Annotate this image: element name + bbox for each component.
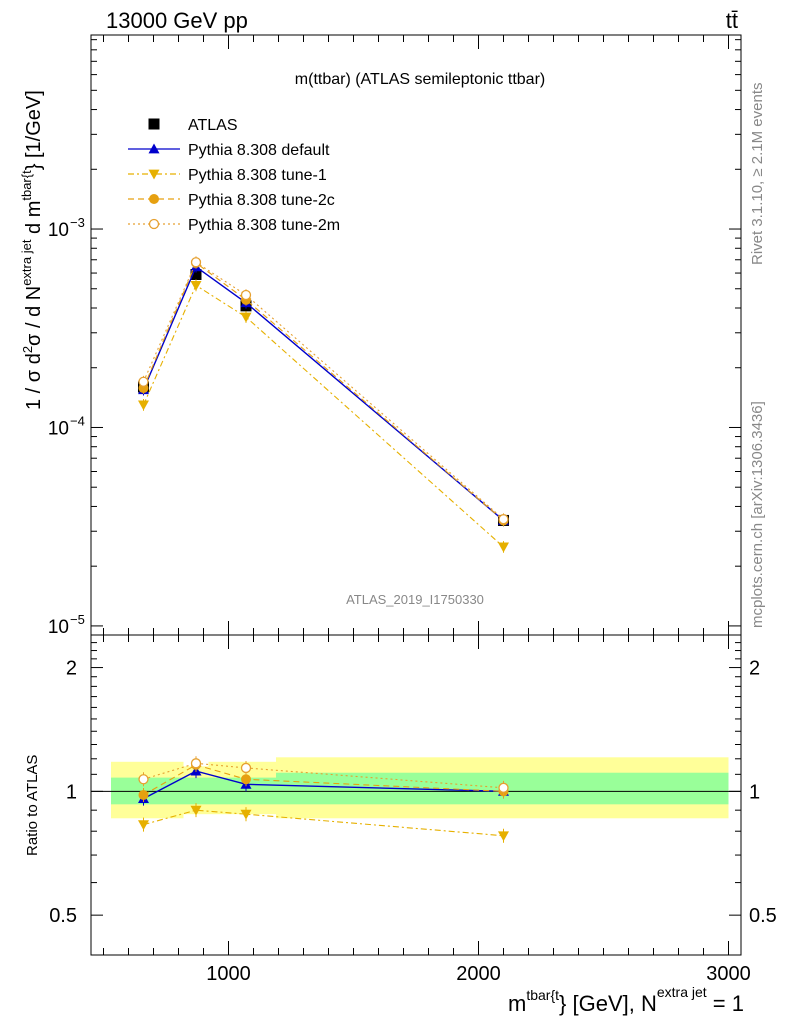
legend-marker — [148, 143, 160, 154]
process-label: 13000 GeV pp — [106, 8, 248, 33]
ratio-y-tick-label: 2 — [66, 658, 77, 680]
legend-label: Pythia 8.308 tune-2m — [188, 217, 340, 234]
ylabel-sup-extra-jet: extra jet — [19, 239, 34, 286]
ratio-point — [190, 758, 202, 769]
ratio-point — [138, 789, 149, 800]
analysis-watermark: ATLAS_2019_I1750330 — [346, 592, 484, 607]
y-tick-label: 10 — [48, 220, 69, 241]
x-tick-label: 3000 — [706, 963, 751, 985]
ylabel-part-4: } [1/GeV] — [23, 90, 45, 170]
series-pythia-8-308-tune-2m — [138, 256, 509, 526]
data-point — [498, 542, 509, 553]
ylabel-part-2: σ / d N — [23, 286, 45, 346]
xlabel-part-3: = 1 — [707, 991, 744, 1016]
ratio-line — [143, 809, 504, 837]
legend-label: Pythia 8.308 tune-1 — [188, 167, 327, 184]
series-line — [142, 265, 504, 521]
y-tick-exponent: −3 — [70, 215, 85, 230]
legend-marker — [148, 218, 160, 230]
series-line — [142, 262, 504, 521]
xlabel-sup-extra-jet: extra jet — [657, 984, 707, 1000]
ratio-y-tick-label-right: 0.5 — [749, 905, 777, 927]
ratio-point — [138, 774, 149, 785]
ratio-point — [138, 820, 149, 831]
y-tick-exponent: −4 — [70, 413, 85, 428]
series-line — [142, 284, 504, 548]
ratio-y-tick-label-right: 2 — [749, 658, 760, 680]
y-tick-label: 10 — [48, 418, 69, 439]
ratio-y-tick-label-right: 1 — [749, 781, 760, 803]
ratio-y-axis-label: Ratio to ATLAS — [24, 755, 41, 856]
legend-marker — [148, 118, 160, 130]
final-state-label: tt̄ — [726, 8, 738, 33]
xlabel-part-2: } [GeV], N — [559, 991, 657, 1016]
mcplots-label: mcplots.cern.ch [arXiv:1306.3436] — [749, 401, 766, 628]
y-tick-label: 10 — [48, 617, 69, 638]
ratio-point — [240, 762, 252, 774]
legend-entry: ATLAS — [148, 117, 238, 134]
legend-marker — [148, 169, 160, 180]
data-point — [498, 514, 509, 525]
main-panel: 10−510−410−3 m(ttbar) (ATLAS semileptoni… — [19, 34, 742, 638]
data-point — [190, 280, 202, 291]
data-point — [190, 257, 202, 268]
ratio-y-tick-label: 0.5 — [49, 905, 77, 927]
ratio-series-layer — [138, 756, 509, 843]
data-point — [190, 268, 202, 280]
legend-entry: Pythia 8.308 default — [128, 142, 330, 159]
ratio-series-pythia-8-308-tune-1 — [138, 803, 509, 843]
ylabel-sup-2: 2 — [20, 346, 35, 353]
x-tick-label: 2000 — [456, 963, 501, 985]
ratio-series-pythia-8-308-tune-2m — [138, 756, 509, 795]
legend-entry: Pythia 8.308 tune-1 — [128, 167, 327, 184]
data-point — [240, 312, 252, 323]
series-pythia-8-308-tune-1 — [138, 279, 509, 553]
ratio-line — [143, 770, 504, 800]
series-atlas — [138, 268, 509, 527]
x-axis-label: mtbar{t} [GeV], Nextra jet = 1 — [508, 984, 744, 1016]
series-pythia-8-308-tune-2c — [138, 257, 509, 527]
ratio-point — [241, 774, 251, 785]
series-line — [142, 261, 504, 520]
ratio-panel: 0.5 0.5 1 1 2 2 1000 2000 3000 Ratio to ATLAS m… — [24, 634, 777, 1016]
ratio-band-layer — [91, 757, 741, 819]
ratio-point — [498, 831, 509, 842]
rivet-version-label: Rivet 3.1.10, ≥ 2.1M events — [749, 83, 766, 266]
legend-label: ATLAS — [188, 117, 238, 134]
ratio-y-axis: 0.5 0.5 1 1 2 2 — [49, 634, 777, 956]
ratio-line — [143, 764, 504, 796]
x-tick-label: 1000 — [206, 963, 251, 985]
legend-label: Pythia 8.308 tune-2c — [188, 192, 335, 209]
main-title: m(ttbar) (ATLAS semileptonic ttbar) — [295, 71, 545, 88]
main-y-axis: 10−510−410−3 — [48, 39, 741, 638]
ylabel-sup-tbar: tbar{t — [19, 170, 34, 201]
data-point — [240, 289, 252, 301]
main-x-axis — [103, 35, 729, 635]
xlabel-sup-tbar: tbar{t — [526, 987, 559, 1003]
legend-entry: Pythia 8.308 tune-2m — [128, 217, 340, 234]
legend-marker — [149, 194, 159, 204]
data-point — [138, 400, 149, 411]
ratio-x-axis: 1000 2000 3000 — [103, 635, 751, 985]
ratio-point — [190, 805, 202, 816]
ratio-point — [498, 782, 509, 793]
data-point — [138, 376, 149, 387]
main-series-layer — [138, 256, 509, 553]
legend: ATLAS Pythia 8.308 default Pythia 8.308 tu… — [128, 117, 340, 234]
ratio-y-tick-label: 1 — [66, 781, 77, 803]
main-y-axis-label: 1 / σ d2σ / d Nextra jet d mtbar{t} [1/G… — [19, 90, 45, 410]
series-pythia-8-308-default — [138, 260, 509, 527]
legend-entry: Pythia 8.308 tune-2c — [128, 192, 335, 209]
ratio-plot-frame — [90, 634, 742, 956]
y-tick-exponent: −5 — [70, 612, 85, 627]
ylabel-part-1: 1 / σ d — [23, 353, 45, 410]
ratio-point — [240, 809, 252, 820]
legend-label: Pythia 8.308 default — [188, 142, 330, 159]
ylabel-part-3: d m — [23, 201, 45, 240]
xlabel-part-1: m — [508, 991, 526, 1016]
